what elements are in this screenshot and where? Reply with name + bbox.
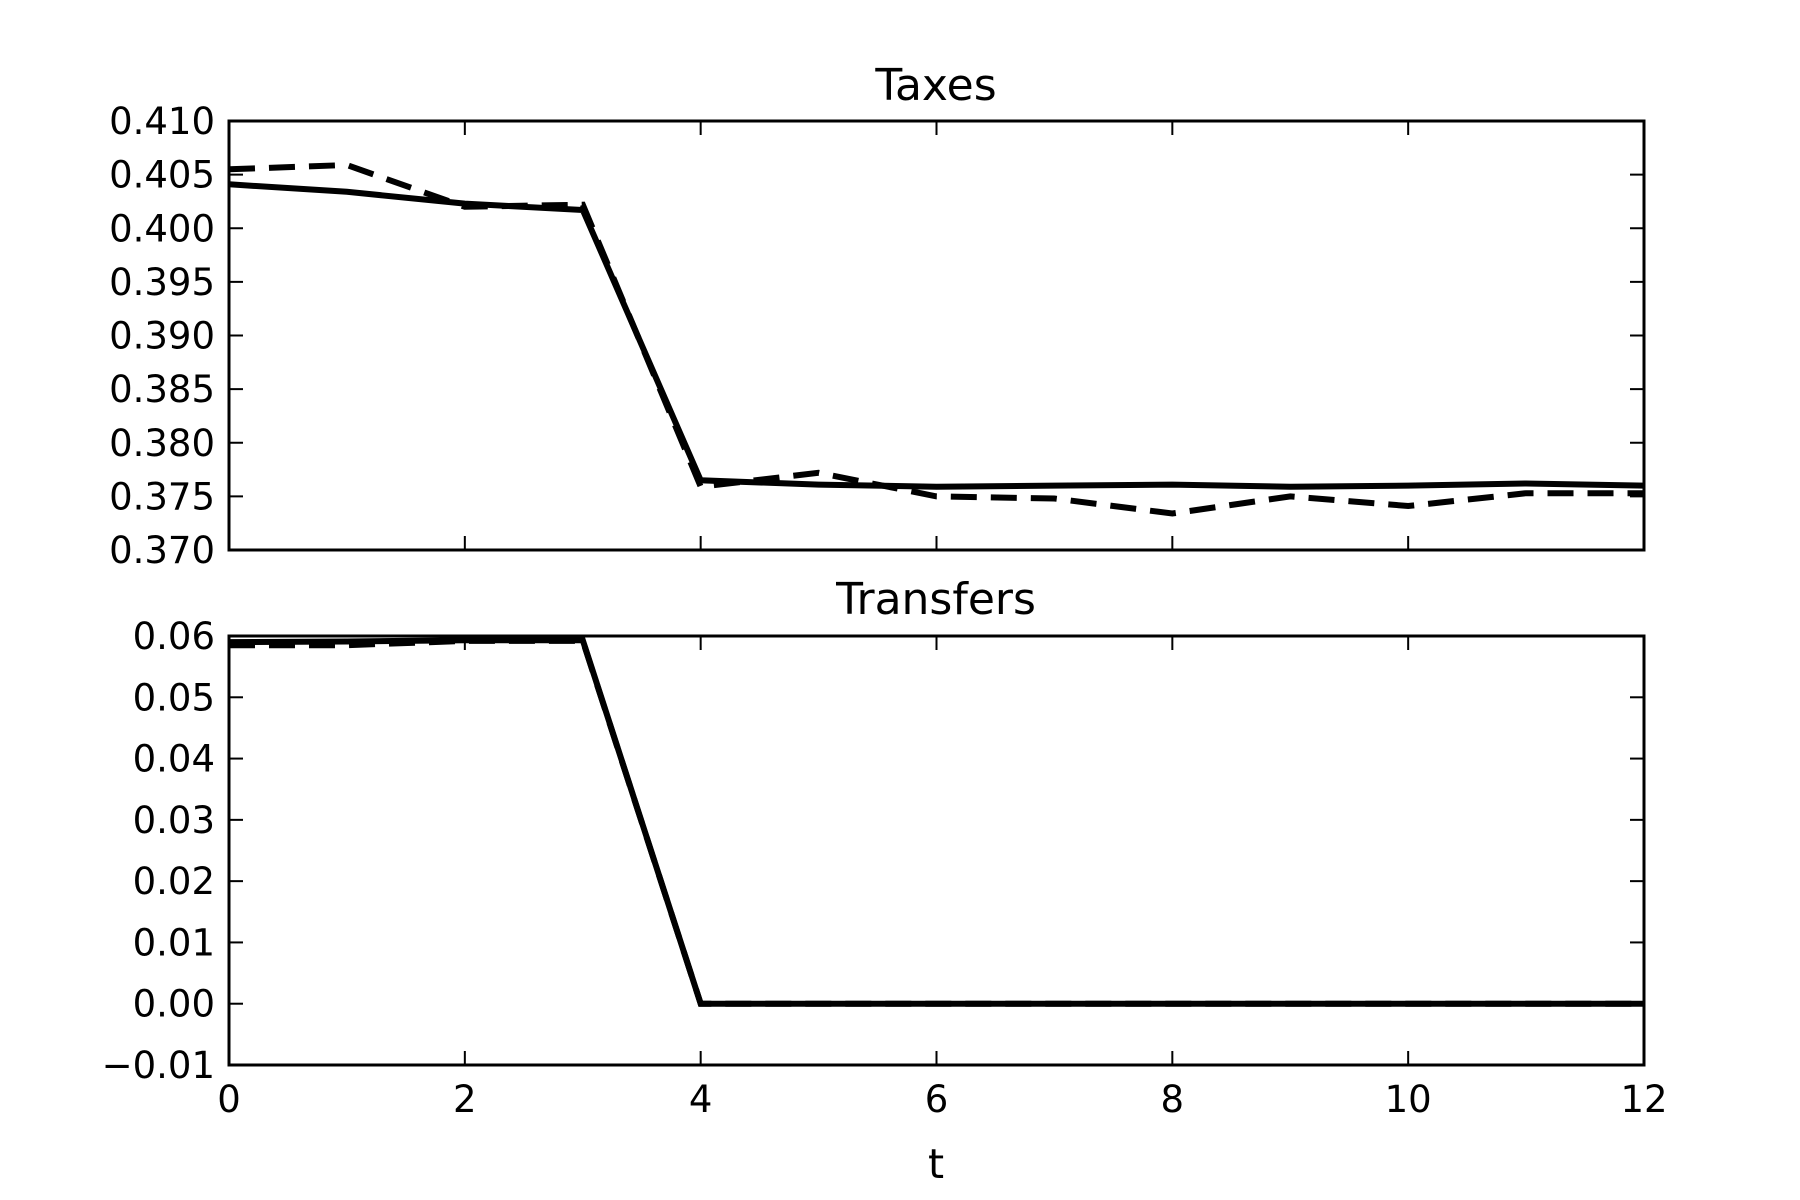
- x-tick-label: 6: [925, 1078, 949, 1121]
- taxes-y-tick-label: 0.405: [109, 154, 215, 197]
- taxes-axes-frame: [227, 119, 1646, 552]
- taxes-y-tick-label: 0.400: [109, 207, 215, 250]
- taxes-lines: [229, 161, 1644, 517]
- x-tick-label: 0: [217, 1078, 241, 1121]
- taxes-y-tick-label: 0.395: [109, 261, 215, 304]
- taxes-panel: Taxes 0.410 0.405 0.400 0.395 0.390 0.385 0.38…: [109, 60, 1646, 572]
- transfers-y-tick-label: 0.02: [133, 860, 215, 903]
- x-tick-label: 12: [1620, 1078, 1667, 1121]
- taxes-y-tick-label: 0.390: [109, 315, 215, 358]
- transfers-y-tick-label: 0.06: [133, 615, 215, 658]
- x-tick-label: 10: [1385, 1078, 1432, 1121]
- taxes-series-solid-line: [229, 181, 1644, 490]
- taxes-title: Taxes: [874, 60, 996, 111]
- transfers-y-tick-label: 0.03: [133, 799, 215, 842]
- taxes-series-dashed-line: [229, 161, 1644, 517]
- transfers-y-tick-label: −0.01: [102, 1044, 215, 1087]
- x-axis-label: t: [928, 1140, 944, 1188]
- taxes-y-tick-label: 0.380: [109, 422, 215, 465]
- taxes-y-tick-label: 0.375: [109, 475, 215, 518]
- taxes-ticks: 0.410 0.405 0.400 0.395 0.390 0.385 0.380 0.375…: [109, 100, 1645, 572]
- transfers-y-tick-label: 0.01: [133, 921, 215, 964]
- taxes-y-tick-label: 0.385: [109, 368, 215, 411]
- transfers-y-tick-label: 0.05: [133, 676, 215, 719]
- x-tick-label: 4: [689, 1078, 713, 1121]
- transfers-y-tick-label: 0.00: [133, 983, 215, 1026]
- taxes-y-tick-label: 0.370: [109, 529, 215, 572]
- transfers-series-dashed-line: [229, 637, 1644, 1007]
- transfers-axes-frame: [227, 634, 1646, 1067]
- taxes-y-tick-label: 0.410: [109, 100, 215, 143]
- x-tick-label: 8: [1161, 1078, 1185, 1121]
- transfers-y-tick-label: 0.04: [133, 738, 215, 781]
- transfers-panel: Transfers 0 2 4 6 8 10 12 0.06 0.05 0.04 0.03 0.02 0…: [102, 574, 1668, 1188]
- transfers-title: Transfers: [835, 574, 1036, 625]
- x-tick-label: 2: [453, 1078, 477, 1121]
